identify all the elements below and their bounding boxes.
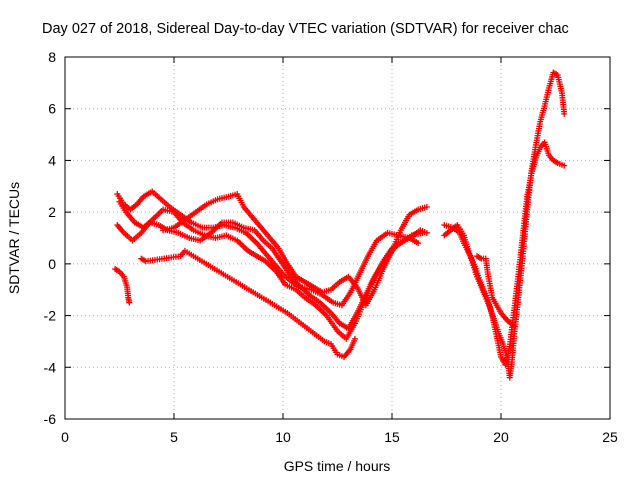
y-tick-label: -2 (44, 308, 57, 324)
data-points (112, 69, 568, 381)
data-point (126, 299, 133, 306)
series-track-d (160, 191, 430, 309)
x-tick-label: 15 (384, 429, 400, 445)
data-point (351, 335, 358, 342)
x-tick-label: 20 (493, 429, 509, 445)
series-track-i (474, 253, 518, 329)
data-point (419, 229, 426, 236)
y-tick-label: -4 (44, 359, 57, 375)
y-tick-label: 0 (48, 256, 56, 272)
plot-frame (64, 56, 611, 420)
series-track-h (441, 139, 568, 368)
data-point (423, 203, 430, 210)
x-tick-label: 10 (275, 429, 291, 445)
series-track-e (112, 266, 133, 306)
y-axis-label: SDTVAR / TECUs (6, 182, 22, 294)
x-tick-label: 25 (602, 429, 618, 445)
data-point (561, 110, 568, 117)
data-point (415, 240, 422, 247)
y-tick-label: 2 (48, 204, 56, 220)
series-track-f (138, 247, 358, 360)
axis-ticks: 0 5 10 15 20 25 -6 -4 -2 0 2 4 6 8 (44, 49, 618, 445)
y-tick-label: 4 (48, 152, 56, 168)
data-point (511, 322, 518, 329)
data-point (561, 162, 568, 169)
y-tick-label: 8 (48, 49, 56, 65)
grid-lines (65, 57, 610, 419)
chart-title: Day 027 of 2018, Sidereal Day-to-day VTE… (42, 21, 569, 37)
x-tick-label: 5 (170, 429, 178, 445)
y-tick-label: -6 (44, 411, 57, 427)
y-tick-label: 6 (48, 101, 56, 117)
x-axis-label: GPS time / hours (284, 458, 391, 474)
x-tick-label: 0 (61, 429, 69, 445)
